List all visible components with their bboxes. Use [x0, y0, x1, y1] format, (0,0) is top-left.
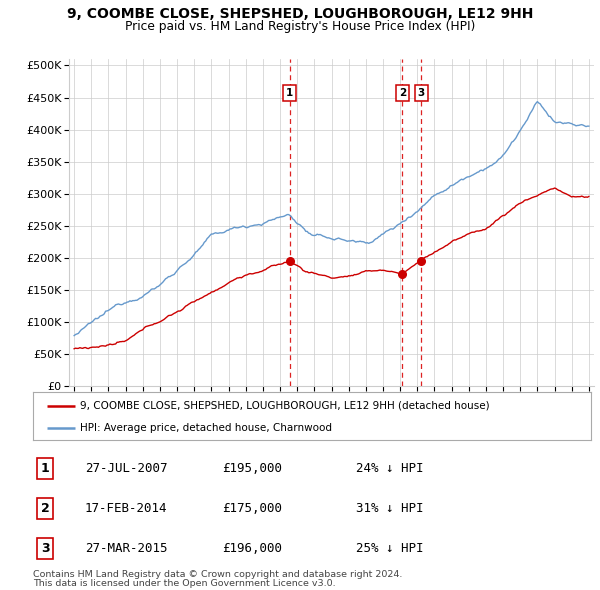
Text: 17-FEB-2014: 17-FEB-2014: [85, 502, 167, 515]
Text: £175,000: £175,000: [222, 502, 282, 515]
Text: 1: 1: [41, 462, 49, 475]
Text: This data is licensed under the Open Government Licence v3.0.: This data is licensed under the Open Gov…: [33, 579, 335, 588]
Text: 2: 2: [41, 502, 49, 515]
Text: 9, COOMBE CLOSE, SHEPSHED, LOUGHBOROUGH, LE12 9HH (detached house): 9, COOMBE CLOSE, SHEPSHED, LOUGHBOROUGH,…: [80, 401, 490, 411]
Text: 3: 3: [41, 542, 49, 555]
Text: 24% ↓ HPI: 24% ↓ HPI: [356, 462, 424, 475]
Text: 3: 3: [418, 88, 425, 99]
Text: 31% ↓ HPI: 31% ↓ HPI: [356, 502, 424, 515]
Text: 27-MAR-2015: 27-MAR-2015: [85, 542, 167, 555]
Text: 25% ↓ HPI: 25% ↓ HPI: [356, 542, 424, 555]
Text: £196,000: £196,000: [222, 542, 282, 555]
Text: 27-JUL-2007: 27-JUL-2007: [85, 462, 167, 475]
Text: Contains HM Land Registry data © Crown copyright and database right 2024.: Contains HM Land Registry data © Crown c…: [33, 571, 403, 579]
Text: 2: 2: [399, 88, 406, 99]
Text: HPI: Average price, detached house, Charnwood: HPI: Average price, detached house, Char…: [80, 423, 332, 432]
Text: £195,000: £195,000: [222, 462, 282, 475]
Text: 9, COOMBE CLOSE, SHEPSHED, LOUGHBOROUGH, LE12 9HH: 9, COOMBE CLOSE, SHEPSHED, LOUGHBOROUGH,…: [67, 7, 533, 21]
Text: Price paid vs. HM Land Registry's House Price Index (HPI): Price paid vs. HM Land Registry's House …: [125, 20, 475, 33]
Text: 1: 1: [286, 88, 293, 99]
